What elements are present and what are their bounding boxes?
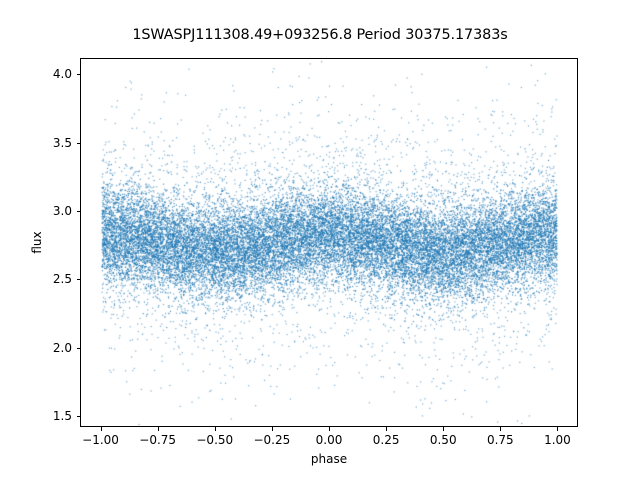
x-tick-label: 0.50 — [429, 433, 457, 447]
y-tick-mark — [76, 143, 80, 144]
y-tick-mark — [76, 211, 80, 212]
y-tick-mark — [76, 416, 80, 417]
x-tick-mark — [386, 427, 387, 431]
y-tick-label: 3.5 — [52, 135, 72, 150]
scatter-plot-points — [81, 59, 577, 426]
x-tick-mark — [500, 427, 501, 431]
x-tick-mark — [215, 427, 216, 431]
x-tick-mark — [101, 427, 102, 431]
x-tick-mark — [443, 427, 444, 431]
x-tick-label: −1.00 — [82, 433, 119, 447]
y-tick-label: 4.0 — [52, 67, 72, 82]
x-tick-mark — [329, 427, 330, 431]
x-tick-label: −0.75 — [139, 433, 177, 447]
x-tick-mark — [272, 427, 273, 431]
y-tick-label: 2.5 — [52, 272, 72, 287]
page-title: 1SWASPJ111308.49+093256.8 Period 30375.1… — [132, 27, 508, 43]
y-tick-label: 3.0 — [52, 204, 72, 219]
y-axis-label: flux — [30, 231, 44, 254]
plot-axes — [80, 58, 578, 427]
x-tick-label: 0.75 — [486, 433, 514, 447]
y-tick-mark — [76, 74, 80, 75]
x-tick-label: 1.00 — [544, 433, 571, 447]
y-tick-label: 2.0 — [52, 340, 72, 355]
x-tick-mark — [158, 427, 159, 431]
y-tick-mark — [76, 348, 80, 349]
x-axis-label: phase — [310, 452, 348, 466]
x-tick-label: −0.50 — [196, 433, 234, 447]
x-tick-label: 0.25 — [372, 433, 400, 447]
x-tick-label: −0.25 — [253, 433, 291, 447]
y-tick-mark — [76, 279, 80, 280]
x-tick-mark — [557, 427, 558, 431]
x-tick-label: 0.00 — [315, 433, 343, 447]
y-tick-label: 1.5 — [52, 409, 72, 424]
